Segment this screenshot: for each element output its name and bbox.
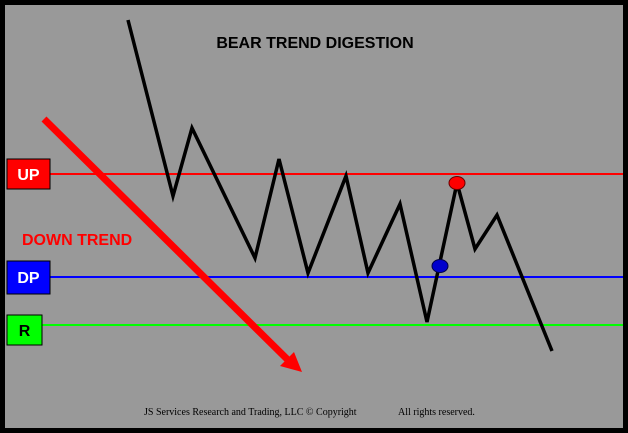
red-dot-marker — [448, 176, 466, 190]
footer-copyright: JS Services Research and Trading, LLC © … — [144, 407, 357, 418]
up-level-label: UP — [17, 167, 40, 184]
down-trend-arrow — [41, 116, 302, 372]
footer-rights: All rights reserved. — [398, 407, 475, 418]
diagram-panel — [5, 5, 623, 428]
r-level-box: R — [6, 314, 43, 346]
up-level-box: UP — [6, 158, 51, 190]
blue-dot-marker — [431, 259, 449, 273]
dp-level-box: DP — [6, 260, 51, 295]
down-trend-label: DOWN TREND — [22, 232, 132, 249]
dp-level-label: DP — [17, 270, 40, 287]
price-path-line — [126, 19, 554, 352]
diagram-title: BEAR TREND DIGESTION — [216, 35, 413, 52]
r-level-label: R — [19, 323, 31, 340]
